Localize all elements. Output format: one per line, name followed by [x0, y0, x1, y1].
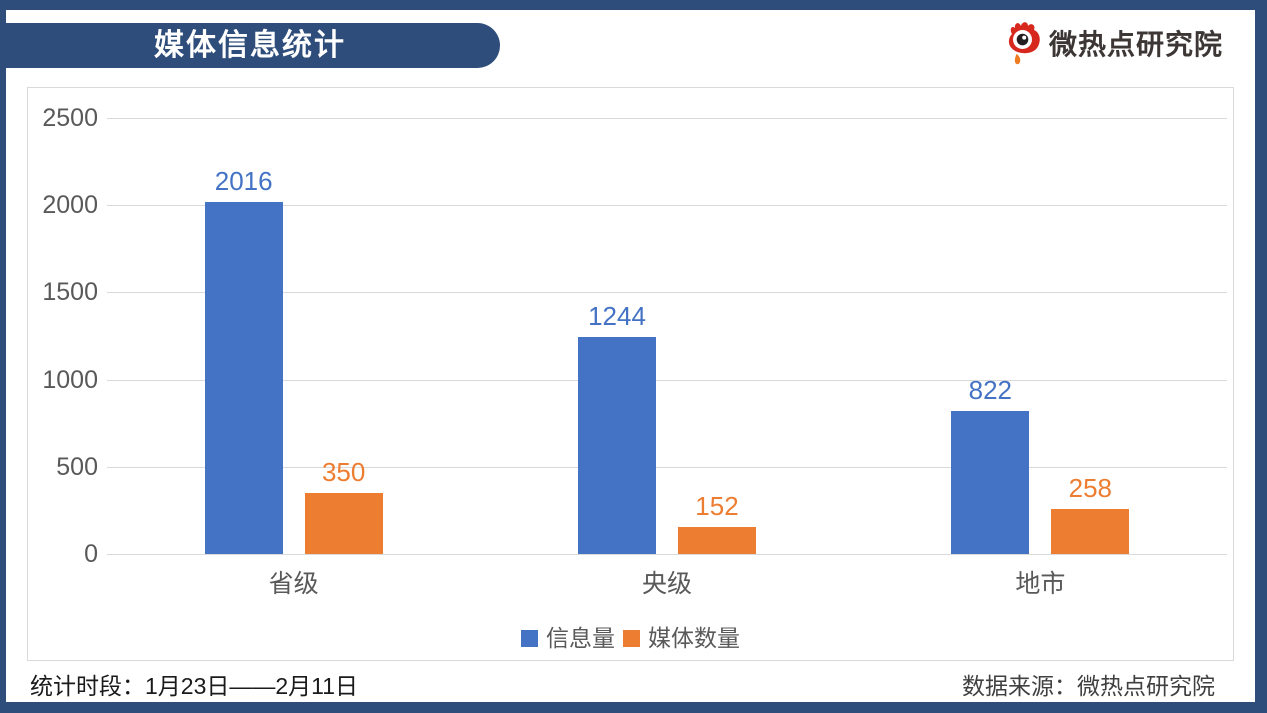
legend-label: 媒体数量: [648, 625, 740, 651]
bar-信息量-省级: [204, 202, 283, 554]
category-label-省级: 省级: [268, 570, 319, 598]
stats-period-label: 统计时段：1月23日——2月11日: [30, 673, 359, 699]
gridline-y-2000: [107, 205, 1227, 207]
bar-信息量-央级: [578, 337, 656, 554]
frame-bottom-bar: [0, 702, 1267, 713]
bar-value-label: 350: [321, 456, 366, 487]
brand-name: 微热点研究院: [1049, 29, 1224, 60]
y-axis-tick-label: 500: [56, 452, 98, 481]
category-label-央级: 央级: [641, 570, 692, 598]
legend-item-信息量: 信息量: [521, 625, 615, 651]
logo-teardrop: [1014, 54, 1021, 65]
bar-chart: 0 500 1000 1500 2000 2500 2016 350 省级 1244 152 央级 82…: [27, 87, 1234, 661]
brand-logo: 微热点研究院: [1004, 17, 1223, 69]
frame-right-bar: [1255, 0, 1267, 713]
bar-value-label: 258: [1068, 473, 1113, 503]
y-axis-tick-label: 1500: [42, 278, 98, 307]
y-axis-tick-label: 1000: [42, 365, 98, 394]
bar-信息量-地市: [951, 410, 1030, 554]
logo-eye-pupil: [1016, 33, 1029, 46]
legend-label: 信息量: [546, 625, 615, 651]
bar-媒体数量-省级: [304, 492, 383, 554]
frame-left-bar: [0, 0, 6, 713]
page-title: 媒体信息统计: [154, 29, 346, 62]
legend-swatch: [623, 629, 640, 647]
y-axis-tick-label: 2500: [42, 104, 98, 132]
category-label-地市: 地市: [1015, 570, 1066, 598]
bar-媒体数量-地市: [1051, 509, 1130, 554]
y-axis-tick-label: 2000: [42, 191, 98, 220]
bar-value-label: 822: [968, 374, 1013, 405]
chart-legend: 信息量 媒体数量: [28, 625, 1233, 651]
bar-value-label: 152: [695, 491, 739, 522]
data-source-label: 数据来源：微热点研究院: [962, 673, 1215, 699]
bar-value-label: 2016: [214, 166, 273, 197]
gridline-y-1500: [107, 292, 1227, 294]
gridline-y-1000: [107, 379, 1227, 381]
gridline-y-2500: [107, 118, 1227, 119]
bar-媒体数量-央级: [678, 527, 756, 554]
legend-item-媒体数量: 媒体数量: [623, 625, 740, 651]
y-axis-tick-label: 0: [84, 540, 98, 568]
gridline-y-0: [107, 554, 1227, 555]
logo-eye-highlight: [1022, 35, 1027, 40]
title-banner: 媒体信息统计: [0, 23, 500, 68]
gridline-y-500: [107, 466, 1227, 468]
chart-plot-area: 0 500 1000 1500 2000 2500 2016 350 省级 1244 152 央级 82…: [28, 88, 1233, 660]
bar-value-label: 1244: [588, 301, 646, 332]
weibo-eye-icon: [1008, 22, 1040, 65]
legend-swatch: [521, 629, 538, 647]
frame-top-bar: [0, 0, 1267, 10]
